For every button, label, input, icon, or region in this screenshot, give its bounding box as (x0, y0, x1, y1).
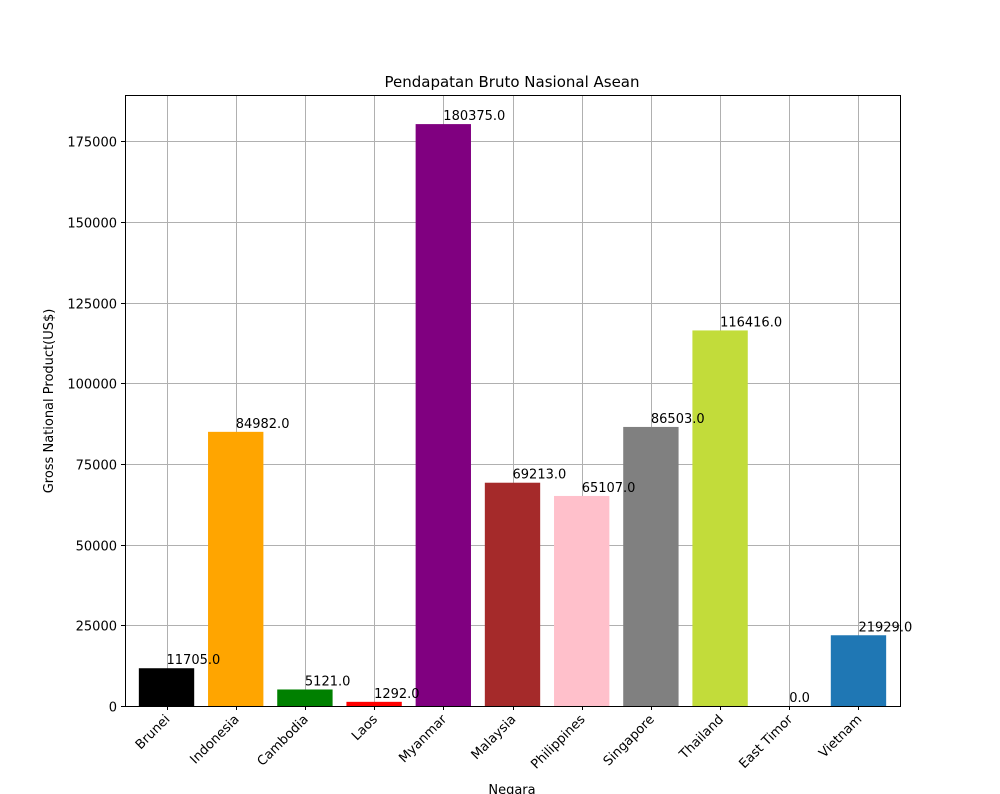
y-tick-label: 150000 (67, 217, 117, 232)
x-tick-label: East Timor (736, 712, 796, 772)
y-tick-label: 125000 (67, 298, 117, 313)
bar-value-labels: 11705.0 84982.0 5121.0 1292.0 180375.0 69213.… (167, 109, 913, 706)
bar (830, 635, 887, 706)
x-tick-label: Indonesia (187, 712, 242, 767)
y-tick-label: 75000 (76, 459, 117, 474)
y-axis-label: Gross National Product(US$) (42, 309, 57, 494)
bar (692, 330, 748, 706)
bar-value-label: 69213.0 (513, 468, 567, 483)
bar (138, 668, 195, 706)
x-tick-label: Cambodia (255, 712, 312, 769)
x-tick-label: Brunei (133, 712, 174, 753)
x-axis-label: Negara (488, 783, 535, 794)
y-tick-label: 50000 (76, 540, 117, 555)
y-tick-label: 0 (109, 701, 117, 716)
bar-value-label: 84982.0 (236, 417, 290, 432)
x-tick-label: Myanmar (396, 712, 450, 766)
x-tick-label: Laos (349, 712, 381, 744)
bar (554, 495, 610, 706)
bar-value-label: 86503.0 (651, 412, 705, 427)
bar-value-label: 0.0 (789, 691, 810, 706)
bar-value-label: 180375.0 (443, 109, 505, 124)
y-tick-label: 25000 (76, 620, 117, 635)
bar-value-label: 21929.0 (858, 620, 912, 635)
x-tick-label: Thailand (676, 712, 727, 763)
bar (415, 124, 471, 707)
bar-value-label: 65107.0 (582, 481, 636, 496)
bar (484, 482, 541, 706)
x-tick-label: Singapore (601, 712, 658, 769)
bar (208, 431, 264, 706)
x-tick-label: Malaysia (469, 712, 520, 763)
x-tick-label: Philippines (528, 712, 588, 772)
bar-value-label: 1292.0 (374, 687, 420, 702)
y-tick-label: 175000 (67, 136, 117, 151)
bar (277, 689, 333, 706)
bar-value-label: 5121.0 (305, 674, 351, 689)
bar (346, 701, 402, 706)
bar-value-label: 116416.0 (720, 315, 782, 330)
chart-title: Pendapatan Bruto Nasional Asean (384, 73, 639, 91)
x-tick-label: Vietnam (816, 712, 865, 761)
bars (138, 124, 887, 707)
y-tick-label: 100000 (67, 378, 117, 393)
bar-value-label: 11705.0 (167, 653, 221, 668)
bar (623, 426, 679, 706)
